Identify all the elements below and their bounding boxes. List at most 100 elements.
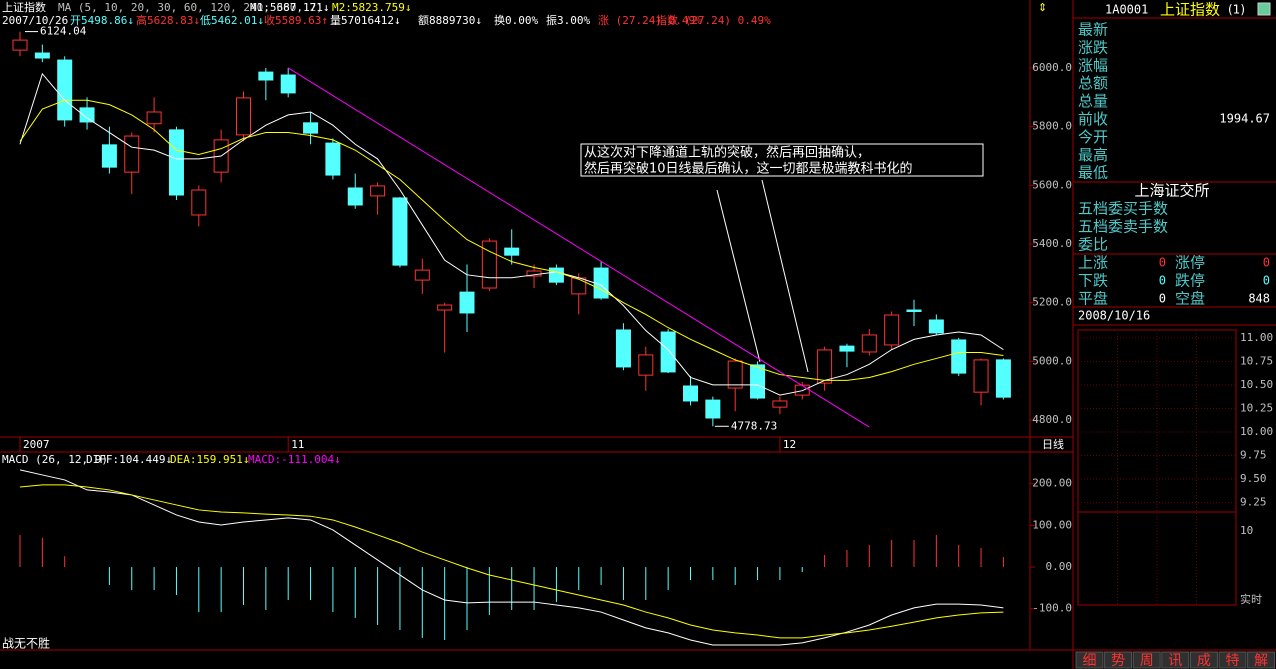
tab[interactable] bbox=[1189, 651, 1218, 669]
candle-body bbox=[280, 74, 296, 94]
order-label: 五档委买手数 bbox=[1078, 200, 1168, 218]
mini-volume-label: 10 bbox=[1240, 524, 1253, 537]
candle-body bbox=[34, 52, 50, 59]
candle-body bbox=[459, 291, 475, 314]
index-change: 指数 (27.24) 0.49% bbox=[656, 13, 771, 27]
amount: 额8889730↓ bbox=[418, 14, 482, 27]
prev-close: 1994.67 bbox=[1219, 112, 1270, 126]
candle-body bbox=[772, 400, 788, 408]
y-tick-label: 6000.0 bbox=[1032, 61, 1072, 74]
candle-body bbox=[817, 349, 833, 384]
candle-body bbox=[906, 309, 922, 312]
candle-body bbox=[437, 304, 453, 311]
ma1-value: M1:5687.171↓ bbox=[250, 1, 329, 14]
annotation: 从这次对下降通道上轨的突破，然后再回抽确认， bbox=[584, 145, 870, 161]
turnover: 换0.00% bbox=[494, 13, 538, 27]
candle-body bbox=[995, 359, 1011, 398]
y-tick-label: 4800.0 bbox=[1032, 413, 1072, 426]
diff-value: DIFF:104.449↓ bbox=[86, 453, 172, 466]
mini-axis-label: 9.50 bbox=[1240, 472, 1267, 485]
candle-body bbox=[571, 277, 587, 295]
ma-params: MA (5, 10, 20, 30, 60, 120, 240, 360, 2) bbox=[58, 1, 323, 14]
candle-body bbox=[303, 122, 319, 134]
candle-body bbox=[481, 240, 497, 289]
tab[interactable] bbox=[1161, 651, 1190, 669]
tab[interactable] bbox=[1132, 651, 1161, 669]
period-label: 日线 bbox=[1042, 437, 1064, 451]
tab-label[interactable]: 周 bbox=[1140, 653, 1154, 669]
panel-suffix: (1) bbox=[1228, 3, 1245, 17]
stat-value: 0 bbox=[1263, 274, 1270, 288]
candle-body bbox=[928, 319, 944, 334]
candle-body bbox=[884, 314, 900, 346]
quote-label: 最新 bbox=[1078, 21, 1108, 39]
mini-axis-label: 10.50 bbox=[1240, 378, 1273, 391]
tab[interactable] bbox=[1218, 651, 1247, 669]
candle-body bbox=[548, 267, 564, 283]
tab[interactable] bbox=[1247, 651, 1276, 669]
quote-label: 总量 bbox=[1078, 92, 1108, 110]
candle-body bbox=[683, 385, 698, 402]
y-tick-label: 5200.0 bbox=[1032, 296, 1072, 309]
tab-label[interactable]: 讯 bbox=[1168, 653, 1182, 669]
candle-body bbox=[146, 111, 162, 125]
window-icon[interactable] bbox=[1257, 2, 1271, 16]
candle-body bbox=[57, 59, 73, 121]
tab-label[interactable]: 成 bbox=[1197, 653, 1211, 669]
candle-body bbox=[258, 71, 274, 81]
scroll-icon[interactable]: ⇕ bbox=[1038, 1, 1047, 14]
quote-label: 今开 bbox=[1078, 128, 1108, 146]
stat-value: 0 bbox=[1159, 274, 1166, 288]
candle-body bbox=[101, 144, 117, 168]
candle-body bbox=[861, 334, 877, 353]
candle-body bbox=[392, 197, 408, 266]
candle-body bbox=[615, 329, 631, 368]
mini-axis-label: 10.00 bbox=[1240, 425, 1273, 438]
candle-body bbox=[79, 107, 95, 123]
quote-label: 涨幅 bbox=[1078, 56, 1108, 74]
candle-body bbox=[839, 345, 855, 352]
y-tick-label: -100.0 bbox=[1032, 602, 1072, 615]
stat-label: 空盘 bbox=[1175, 290, 1205, 308]
line-series bbox=[19, 72, 1004, 396]
footer-text: 战无不胜 bbox=[2, 636, 50, 651]
order-label: 委比 bbox=[1078, 236, 1108, 254]
tab-label[interactable]: 解 bbox=[1254, 653, 1268, 669]
macd-name: MACD (26, 12, 9) bbox=[2, 453, 108, 466]
close: 收5589.63↑ bbox=[264, 13, 328, 27]
x-tick-label: 12 bbox=[783, 438, 796, 451]
tab[interactable] bbox=[1075, 651, 1104, 669]
mini-axis-label: 10.25 bbox=[1240, 402, 1273, 415]
tab[interactable] bbox=[1104, 651, 1133, 669]
stat-label: 上涨 bbox=[1078, 254, 1108, 272]
tab-label[interactable]: 细 bbox=[1083, 653, 1097, 669]
candle-body bbox=[660, 331, 676, 373]
x-tick-label: 2007 bbox=[23, 438, 50, 451]
candle-body bbox=[124, 135, 140, 173]
panel-title: 上证指数 bbox=[1160, 1, 1220, 19]
quote-label: 最高 bbox=[1078, 146, 1108, 164]
mini-axis-label: 9.25 bbox=[1240, 496, 1267, 509]
candle-body bbox=[794, 384, 810, 396]
mini-date: 2008/10/16 bbox=[1078, 309, 1150, 323]
x-tick-label: 11 bbox=[291, 438, 304, 451]
candle-body bbox=[504, 247, 520, 256]
mini-axis-label: 11.00 bbox=[1240, 331, 1273, 344]
annotation-arrow bbox=[761, 179, 809, 373]
quote-label: 前收 bbox=[1078, 110, 1108, 128]
tab-label[interactable]: 特 bbox=[1226, 653, 1240, 669]
index-name: 上证指数 bbox=[2, 0, 46, 14]
mini-axis-label: 10.75 bbox=[1240, 355, 1273, 368]
line-series bbox=[19, 99, 1004, 381]
quote-label: 最低 bbox=[1078, 164, 1108, 182]
order-label: 五档委卖手数 bbox=[1078, 218, 1168, 236]
candle-body bbox=[347, 187, 363, 206]
dea-value: DEA:159.951↓ bbox=[170, 453, 249, 466]
tab-label[interactable]: 势 bbox=[1111, 653, 1125, 669]
change: 涨 (27.24) 0.49% bbox=[598, 14, 702, 27]
date: 2007/10/26 bbox=[2, 14, 68, 27]
candle-body bbox=[727, 360, 743, 389]
low: 低5462.01↓ bbox=[200, 14, 264, 27]
